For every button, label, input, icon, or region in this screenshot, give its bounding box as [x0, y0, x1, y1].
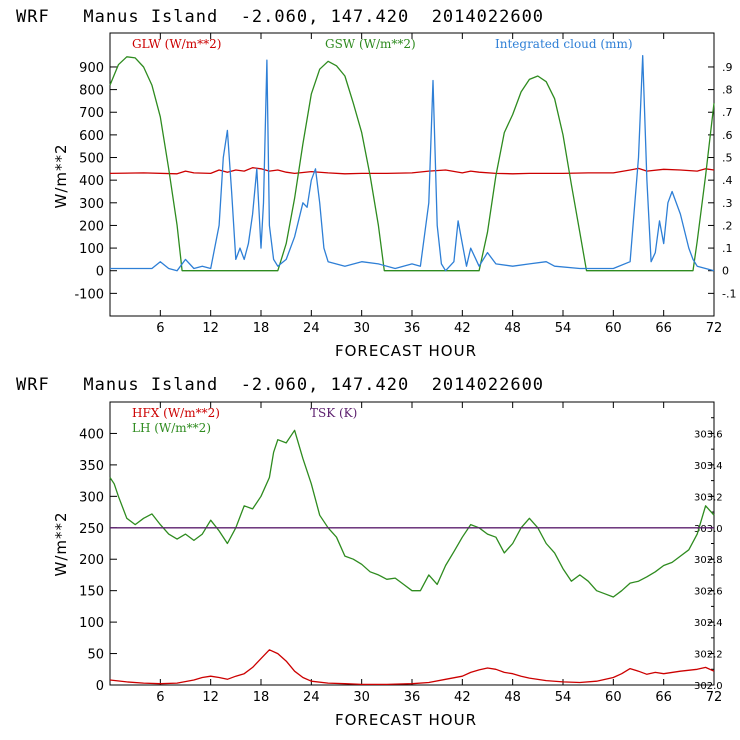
x-tick-label: 36: [404, 321, 421, 336]
y2-tick-label: 303.2: [694, 492, 723, 503]
series-line-glw: [109, 167, 715, 175]
top-y-axis: -100 0 100 200 300 400 500 600 700 800 900: [74, 61, 117, 302]
x-tick-label: 12: [202, 321, 219, 336]
y2-tick-label: 303.6: [694, 429, 723, 440]
top-chart-title: WRF Manus Island -2.060, 147.420 2014022…: [16, 7, 544, 27]
y-tick-label: 50: [87, 648, 104, 663]
x-tick-label: 72: [706, 690, 723, 705]
y-tick-label: 100: [79, 242, 104, 257]
y-tick-label: 900: [79, 61, 104, 76]
bottom-x-axis-label: FORECAST HOUR: [335, 711, 477, 729]
series-line-lh: [109, 429, 715, 598]
y-tick-label: 400: [79, 427, 104, 442]
top-y2-axis: -.1 0 .1 .2 .3 .4 .5 .6 .7 .8 .9: [708, 61, 736, 300]
y-tick-label: 300: [79, 490, 104, 505]
y-tick-label: 800: [79, 84, 104, 99]
x-tick-label: 72: [706, 321, 723, 336]
x-tick-label: 54: [555, 690, 572, 705]
y2-tick-label: 302.6: [694, 587, 723, 598]
top-x-axis: 6 12 18 24 30 36 42 48 54 60 66 72: [156, 33, 722, 336]
x-tick-label: 18: [253, 690, 270, 705]
y2-tick-label: 302.8: [694, 555, 723, 566]
y2-tick-label: .9: [722, 61, 733, 74]
x-tick-label: 36: [404, 690, 421, 705]
x-tick-label: 66: [655, 690, 672, 705]
x-tick-label: 42: [454, 690, 471, 705]
x-tick-label: 30: [353, 321, 370, 336]
bottom-series-group: [109, 429, 715, 686]
series-line-integrated: [110, 54, 715, 272]
y2-tick-label: .5: [722, 152, 733, 165]
y2-tick-label: .4: [722, 174, 733, 187]
y-tick-label: 250: [79, 522, 104, 537]
series-line-hfx: [109, 649, 715, 686]
y-tick-label: 0: [96, 679, 104, 694]
y2-tick-label: -.1: [722, 287, 736, 300]
y-tick-label: 400: [79, 174, 104, 189]
top-chart: WRF Manus Island -2.060, 147.420 2014022…: [16, 7, 736, 360]
y-tick-label: 700: [79, 106, 104, 121]
y2-tick-label: .1: [722, 242, 733, 255]
y-tick-label: -100: [74, 287, 104, 302]
bottom-y2-axis: 302.0 302.2 302.4 302.6 302.8 303.0 303.2 303.4…: [694, 401, 723, 692]
y2-tick-label: .7: [722, 106, 733, 119]
y-tick-label: 0: [96, 265, 104, 280]
series-line-gsw: [109, 56, 715, 272]
top-legend-cloud: Integrated cloud (mm): [495, 37, 633, 51]
top-series-group: [109, 54, 715, 272]
y-tick-label: 200: [79, 219, 104, 234]
y2-tick-label: .8: [722, 84, 733, 97]
x-tick-label: 66: [655, 321, 672, 336]
y2-tick-label: 303.0: [694, 524, 723, 535]
y2-tick-label: .3: [722, 197, 733, 210]
x-tick-label: 6: [156, 321, 164, 336]
top-plot-frame: [109, 32, 715, 317]
y2-tick-label: .6: [722, 129, 733, 142]
bottom-legend-hfx: HFX (W/m**2): [132, 406, 220, 420]
y2-tick-label: 0: [722, 265, 729, 278]
bottom-chart: WRF Manus Island -2.060, 147.420 2014022…: [16, 375, 723, 729]
x-tick-label: 24: [303, 321, 320, 336]
x-tick-label: 48: [504, 321, 521, 336]
top-x-axis-label: FORECAST HOUR: [335, 342, 477, 360]
y2-tick-label: 302.4: [694, 618, 723, 629]
x-tick-label: 6: [156, 690, 164, 705]
bottom-legend-lh: LH (W/m**2): [132, 421, 211, 435]
y-tick-label: 100: [79, 616, 104, 631]
y-tick-label: 600: [79, 129, 104, 144]
y-tick-label: 150: [79, 585, 104, 600]
y-tick-label: 300: [79, 197, 104, 212]
y2-tick-label: 303.4: [694, 461, 723, 472]
y-tick-label: 350: [79, 459, 104, 474]
bottom-x-axis: 6 12 18 24 30 36 42 48 54 60 66 72: [156, 402, 722, 705]
top-legend-glw: GLW (W/m**2): [132, 37, 221, 51]
y2-tick-label: 302.0: [694, 681, 723, 692]
x-tick-label: 18: [253, 321, 270, 336]
y-tick-label: 500: [79, 152, 104, 167]
x-tick-label: 48: [504, 690, 521, 705]
top-legend-gsw: GSW (W/m**2): [325, 37, 416, 51]
x-tick-label: 30: [353, 690, 370, 705]
top-y-axis-label: W/m**2: [52, 143, 70, 208]
x-tick-label: 24: [303, 690, 320, 705]
y2-tick-label: .2: [722, 219, 733, 232]
x-tick-label: 60: [605, 321, 622, 336]
x-tick-label: 12: [202, 690, 219, 705]
x-tick-label: 54: [555, 321, 572, 336]
x-tick-label: 60: [605, 690, 622, 705]
y2-tick-label: 302.2: [694, 650, 723, 661]
bottom-y-axis: 0 50 100 150 200 250 300 350 400: [79, 427, 117, 694]
bottom-legend-tsk: TSK (K): [310, 406, 357, 420]
bottom-y-axis-label: W/m**2: [52, 511, 70, 576]
x-tick-label: 42: [454, 321, 471, 336]
y-tick-label: 200: [79, 553, 104, 568]
bottom-plot-frame: [109, 401, 715, 686]
bottom-chart-title: WRF Manus Island -2.060, 147.420 2014022…: [16, 375, 544, 395]
